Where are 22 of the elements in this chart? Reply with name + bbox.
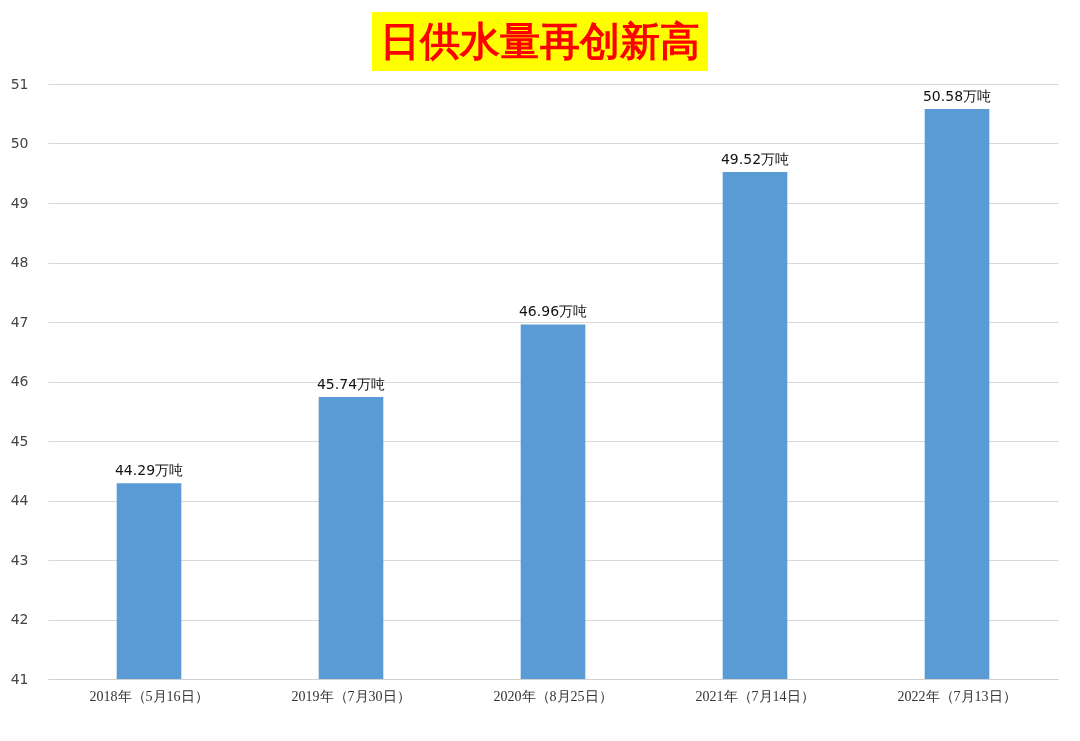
y-tick-label: 43 — [10, 551, 29, 568]
y-tick-label: 50 — [10, 135, 29, 151]
y-tick-label: 46 — [10, 373, 29, 389]
y-tick-label: 45 — [10, 432, 29, 449]
data-label: 44.29万吨 — [114, 462, 184, 479]
y-tick-label: 48 — [10, 254, 29, 270]
x-tick-label: 2018年（5月16日） — [89, 688, 209, 704]
data-label: 50.58万吨 — [922, 87, 992, 104]
data-label: 46.96万吨 — [518, 303, 588, 320]
y-tick-label: 42 — [10, 611, 29, 627]
y-tick-label: 47 — [10, 313, 29, 330]
y-tick-label: 44 — [10, 492, 29, 508]
x-tick-label: 2020年（8月25日） — [493, 688, 613, 704]
data-label: 45.74万吨 — [316, 375, 386, 392]
y-tick-label: 51 — [10, 75, 29, 92]
x-tick-label: 2021年（7月14日） — [695, 688, 815, 704]
x-tick-label: 2022年（7月13日） — [897, 688, 1017, 704]
y-tick-label: 41 — [10, 670, 29, 687]
x-tick-label: 2019年（7月30日） — [291, 688, 411, 704]
chart-title: 日供水量再创新高 — [372, 12, 708, 71]
y-tick-label: 49 — [10, 194, 29, 211]
data-label: 49.52万吨 — [720, 151, 790, 168]
